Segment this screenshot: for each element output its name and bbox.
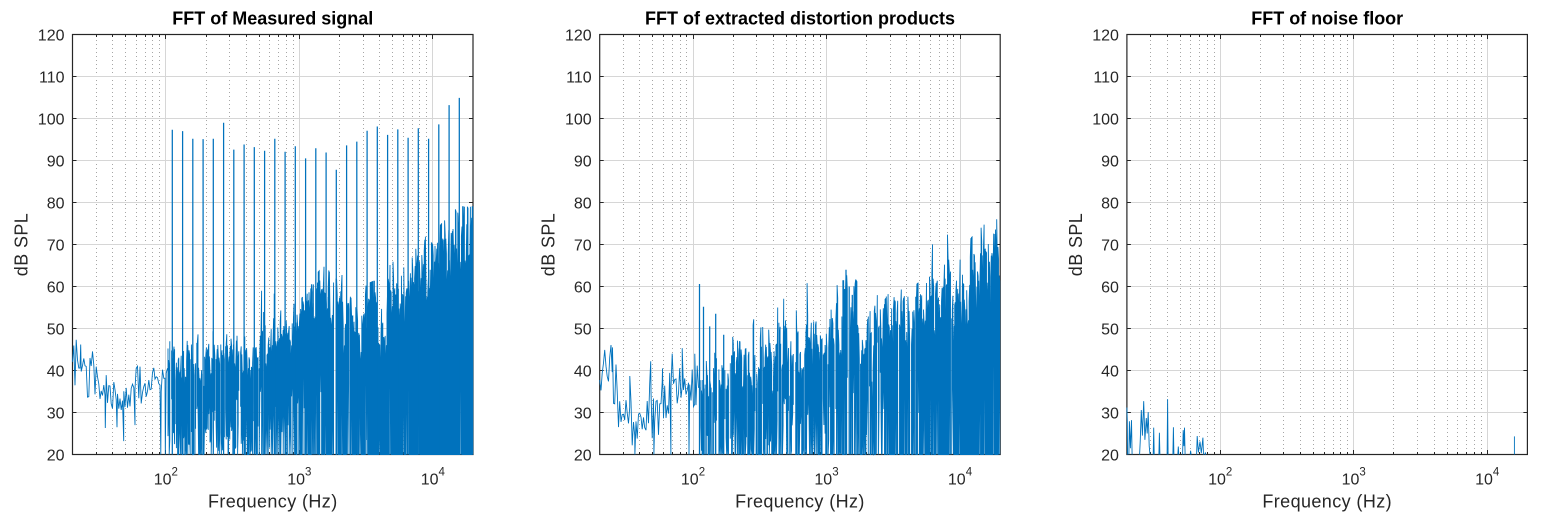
- svg-text:110: 110: [1093, 70, 1119, 87]
- svg-text:Frequency (Hz): Frequency (Hz): [208, 492, 338, 512]
- svg-text:50: 50: [1101, 322, 1119, 339]
- svg-text:40: 40: [574, 364, 592, 381]
- svg-text:Frequency (Hz): Frequency (Hz): [735, 492, 865, 512]
- svg-text:90: 90: [574, 154, 592, 171]
- svg-text:20: 20: [1101, 448, 1119, 465]
- svg-text:70: 70: [574, 238, 592, 255]
- svg-text:120: 120: [38, 28, 65, 45]
- svg-text:70: 70: [47, 238, 65, 255]
- svg-text:20: 20: [47, 448, 65, 465]
- svg-text:20: 20: [574, 448, 592, 465]
- svg-text:80: 80: [1101, 196, 1119, 213]
- svg-text:50: 50: [47, 322, 65, 339]
- svg-text:Frequency (Hz): Frequency (Hz): [1262, 492, 1392, 512]
- svg-text:30: 30: [47, 406, 65, 423]
- svg-text:90: 90: [1101, 154, 1119, 171]
- svg-text:30: 30: [574, 406, 592, 423]
- svg-text:FFT of noise floor: FFT of noise floor: [1251, 9, 1403, 29]
- svg-text:60: 60: [574, 280, 592, 297]
- svg-text:dB SPL: dB SPL: [1066, 213, 1086, 276]
- svg-text:80: 80: [47, 196, 65, 213]
- svg-text:dB SPL: dB SPL: [539, 213, 559, 276]
- svg-text:110: 110: [566, 70, 592, 87]
- svg-text:50: 50: [574, 322, 592, 339]
- svg-text:120: 120: [565, 28, 592, 45]
- svg-text:110: 110: [39, 70, 65, 87]
- svg-text:90: 90: [47, 154, 65, 171]
- svg-text:FFT of extracted distortion pr: FFT of extracted distortion products: [645, 9, 955, 29]
- svg-text:120: 120: [1092, 28, 1119, 45]
- svg-text:100: 100: [38, 112, 65, 129]
- svg-text:100: 100: [565, 112, 592, 129]
- svg-text:dB SPL: dB SPL: [12, 213, 32, 276]
- svg-text:FFT of Measured signal: FFT of Measured signal: [172, 9, 373, 29]
- svg-text:80: 80: [574, 196, 592, 213]
- svg-text:30: 30: [1101, 406, 1119, 423]
- svg-text:100: 100: [1092, 112, 1119, 129]
- svg-text:60: 60: [1101, 280, 1119, 297]
- svg-text:60: 60: [47, 280, 65, 297]
- svg-text:40: 40: [47, 364, 65, 381]
- svg-text:70: 70: [1101, 238, 1119, 255]
- svg-text:40: 40: [1101, 364, 1119, 381]
